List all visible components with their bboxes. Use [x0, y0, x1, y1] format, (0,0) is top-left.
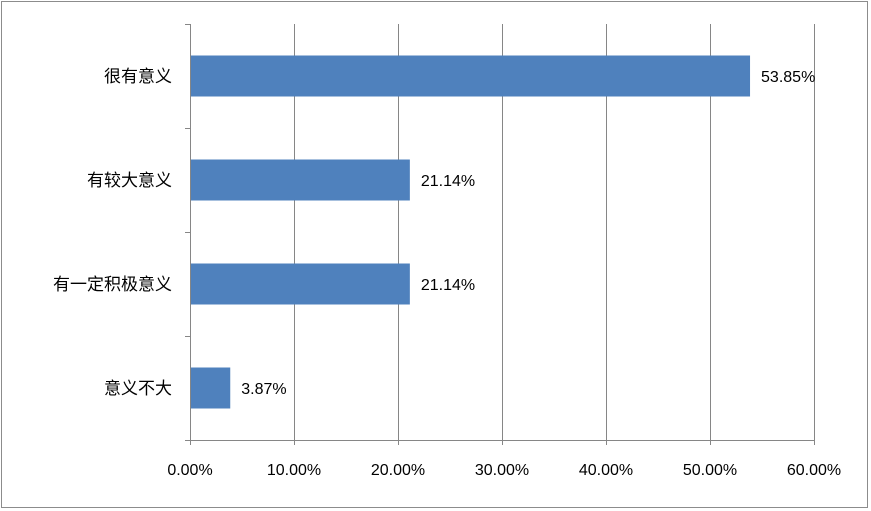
bar-1: [191, 159, 410, 201]
bar-3: [191, 367, 231, 409]
category-label: 意义不大: [104, 379, 172, 399]
data-label: 21.14%: [421, 173, 475, 190]
x-tick-label: 0.00%: [167, 462, 212, 479]
bars: [191, 55, 751, 409]
data-label: 53.85%: [761, 69, 815, 86]
category-label: 很有意义: [104, 67, 172, 87]
category-label: 有一定积极意义: [53, 275, 172, 295]
axis: [185, 24, 815, 445]
x-tick-label: 60.00%: [787, 462, 841, 479]
x-tick-label: 40.00%: [579, 462, 633, 479]
x-tick-label: 20.00%: [371, 462, 425, 479]
bar-2: [191, 263, 410, 305]
x-tick-label: 10.00%: [267, 462, 321, 479]
data-label: 21.14%: [421, 277, 475, 294]
category-label: 有较大意义: [87, 171, 172, 191]
x-tick-label: 50.00%: [683, 462, 737, 479]
x-tick-labels: 0.00% 10.00% 20.00% 30.00% 40.00% 50.00% 60.00…: [167, 462, 841, 479]
bar-0: [191, 55, 751, 97]
data-label: 3.87%: [241, 381, 286, 398]
data-labels: 53.85% 21.14% 21.14% 3.87%: [241, 69, 815, 398]
x-tick-label: 30.00%: [475, 462, 529, 479]
